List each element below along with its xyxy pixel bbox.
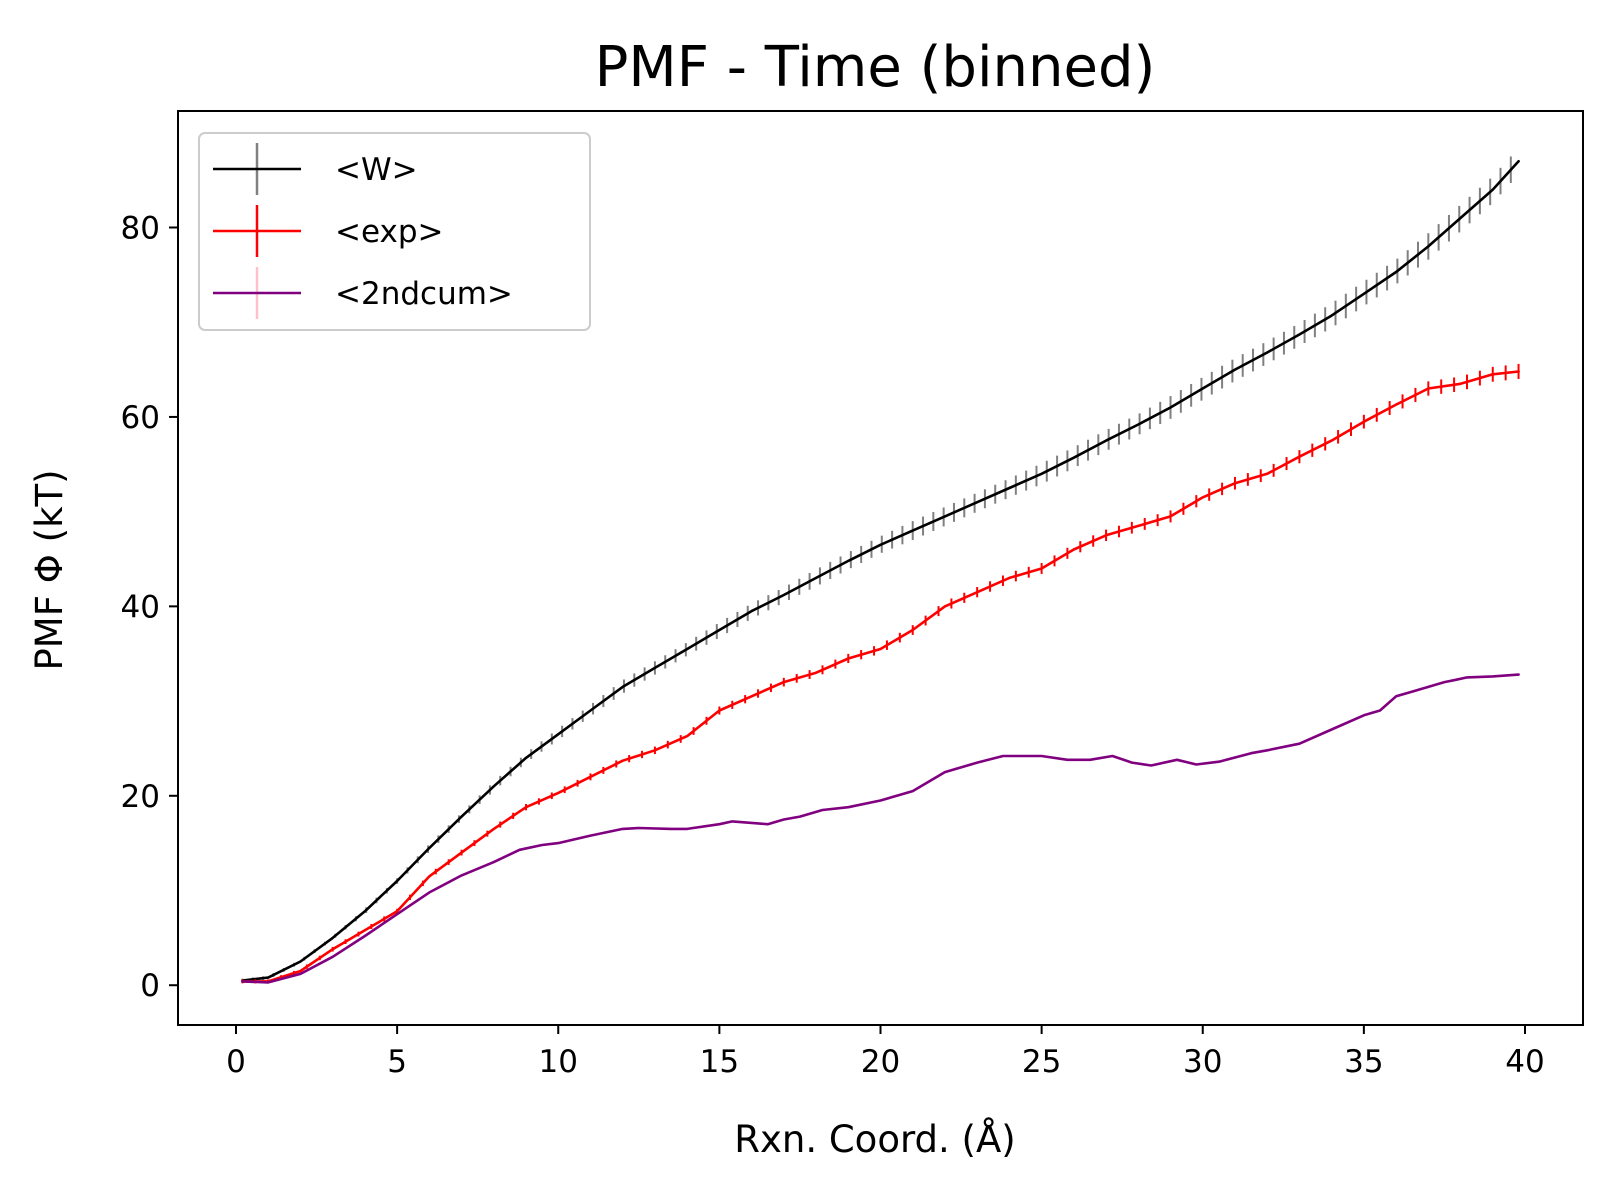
y-tick-label: 80 xyxy=(121,210,160,246)
x-tick-label: 10 xyxy=(539,1044,578,1080)
x-tick-label: 0 xyxy=(226,1044,246,1080)
y-tick-label: 0 xyxy=(140,968,160,1004)
series-second-cumulant xyxy=(241,673,1520,984)
x-tick-label: 30 xyxy=(1183,1044,1222,1080)
y-tick-label: 60 xyxy=(121,400,160,436)
x-axis-label: Rxn. Coord. (Å) xyxy=(734,1117,1015,1161)
series-line-second-cumulant xyxy=(241,673,1520,984)
legend-label-exp: <exp> xyxy=(335,214,444,250)
legend: <W> <exp> <2ndcum> xyxy=(198,132,591,331)
x-tick-label: 5 xyxy=(387,1044,407,1080)
y-axis: 0 20 40 60 80 xyxy=(121,210,178,1004)
x-tick-label: 25 xyxy=(1022,1044,1061,1080)
y-tick-label: 40 xyxy=(121,589,160,625)
x-tick-label: 35 xyxy=(1344,1044,1383,1080)
x-tick-label: 20 xyxy=(861,1044,900,1080)
x-tick-label: 40 xyxy=(1505,1044,1544,1080)
y-axis-label: PMF Φ (kT) xyxy=(28,469,71,670)
y-tick-label: 20 xyxy=(121,779,160,815)
x-tick-label: 15 xyxy=(700,1044,739,1080)
series-exp xyxy=(241,363,1520,984)
x-axis: 0 5 10 15 20 25 30 35 40 xyxy=(226,1025,1545,1080)
series-line-w xyxy=(241,159,1520,982)
legend-label-w: <W> xyxy=(335,152,418,188)
series-w xyxy=(241,156,1520,983)
chart-title: PMF - Time (binned) xyxy=(595,35,1156,100)
series-line-exp xyxy=(241,370,1520,983)
legend-box xyxy=(198,132,591,331)
series-layer xyxy=(241,156,1520,984)
legend-label-second-cumulant: <2ndcum> xyxy=(335,276,513,312)
